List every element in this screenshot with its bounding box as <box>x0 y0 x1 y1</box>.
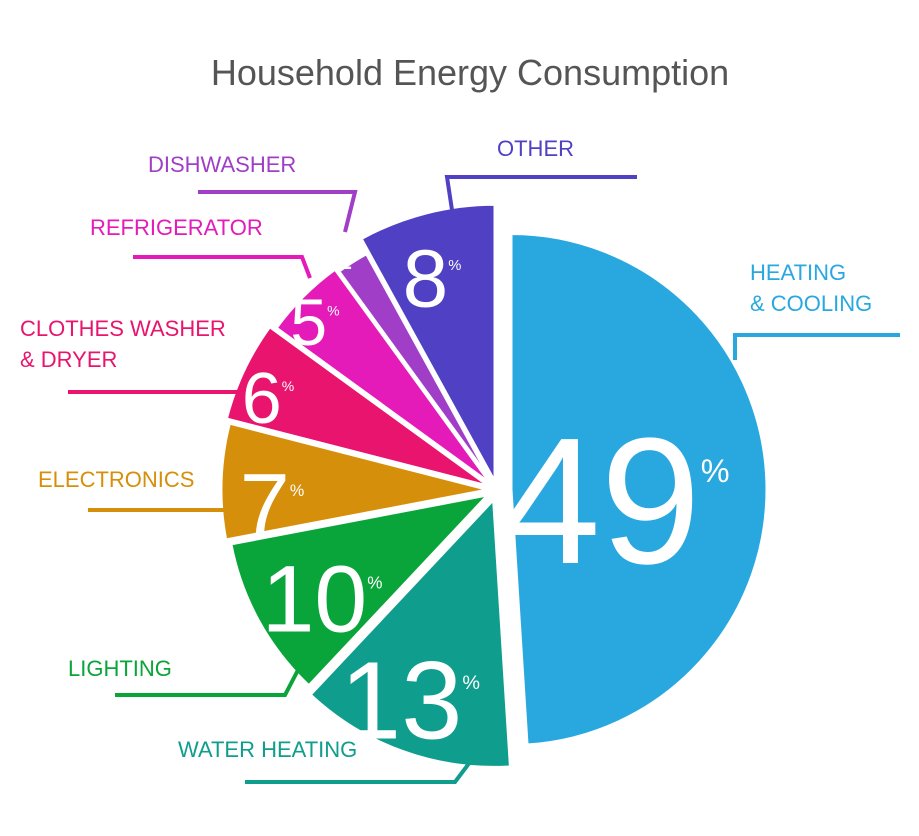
category-label: OTHER <box>497 136 574 161</box>
value-label: 13% <box>340 640 480 763</box>
value-label: 10% <box>262 546 383 652</box>
pie-slice <box>224 324 491 489</box>
value-label: 49% <box>500 401 729 602</box>
pie-slice <box>509 232 769 747</box>
leader-line <box>733 333 900 360</box>
pie-slice <box>308 495 513 769</box>
pie-slice <box>336 251 495 485</box>
category-label: DISHWASHER <box>148 152 296 177</box>
value-label: 8% <box>403 234 462 325</box>
leader-line <box>245 760 472 784</box>
chart-title: Household Energy Consumption <box>211 52 729 93</box>
category-label: ELECTRONICS <box>38 467 194 492</box>
category-label: HEATING & COOLING <box>750 260 872 316</box>
category-label: WATER HEATING <box>178 737 357 762</box>
category-label: CLOTHES WASHER & DRYER <box>20 316 226 372</box>
pie-slice <box>274 267 493 486</box>
category-label: LIGHTING <box>68 656 172 681</box>
value-label: 7% <box>240 457 304 557</box>
leader-line <box>198 190 358 233</box>
value-label: 5% <box>290 285 339 359</box>
category-label: REFRIGERATOR <box>90 215 263 240</box>
leader-line <box>133 255 312 279</box>
value-label: 2% <box>335 240 365 276</box>
pie-slice <box>219 421 490 542</box>
leader-line <box>115 669 300 697</box>
pie-slice <box>229 492 493 688</box>
value-label: 6% <box>242 359 295 439</box>
pie-slice <box>359 202 497 483</box>
leader-line <box>444 175 637 211</box>
